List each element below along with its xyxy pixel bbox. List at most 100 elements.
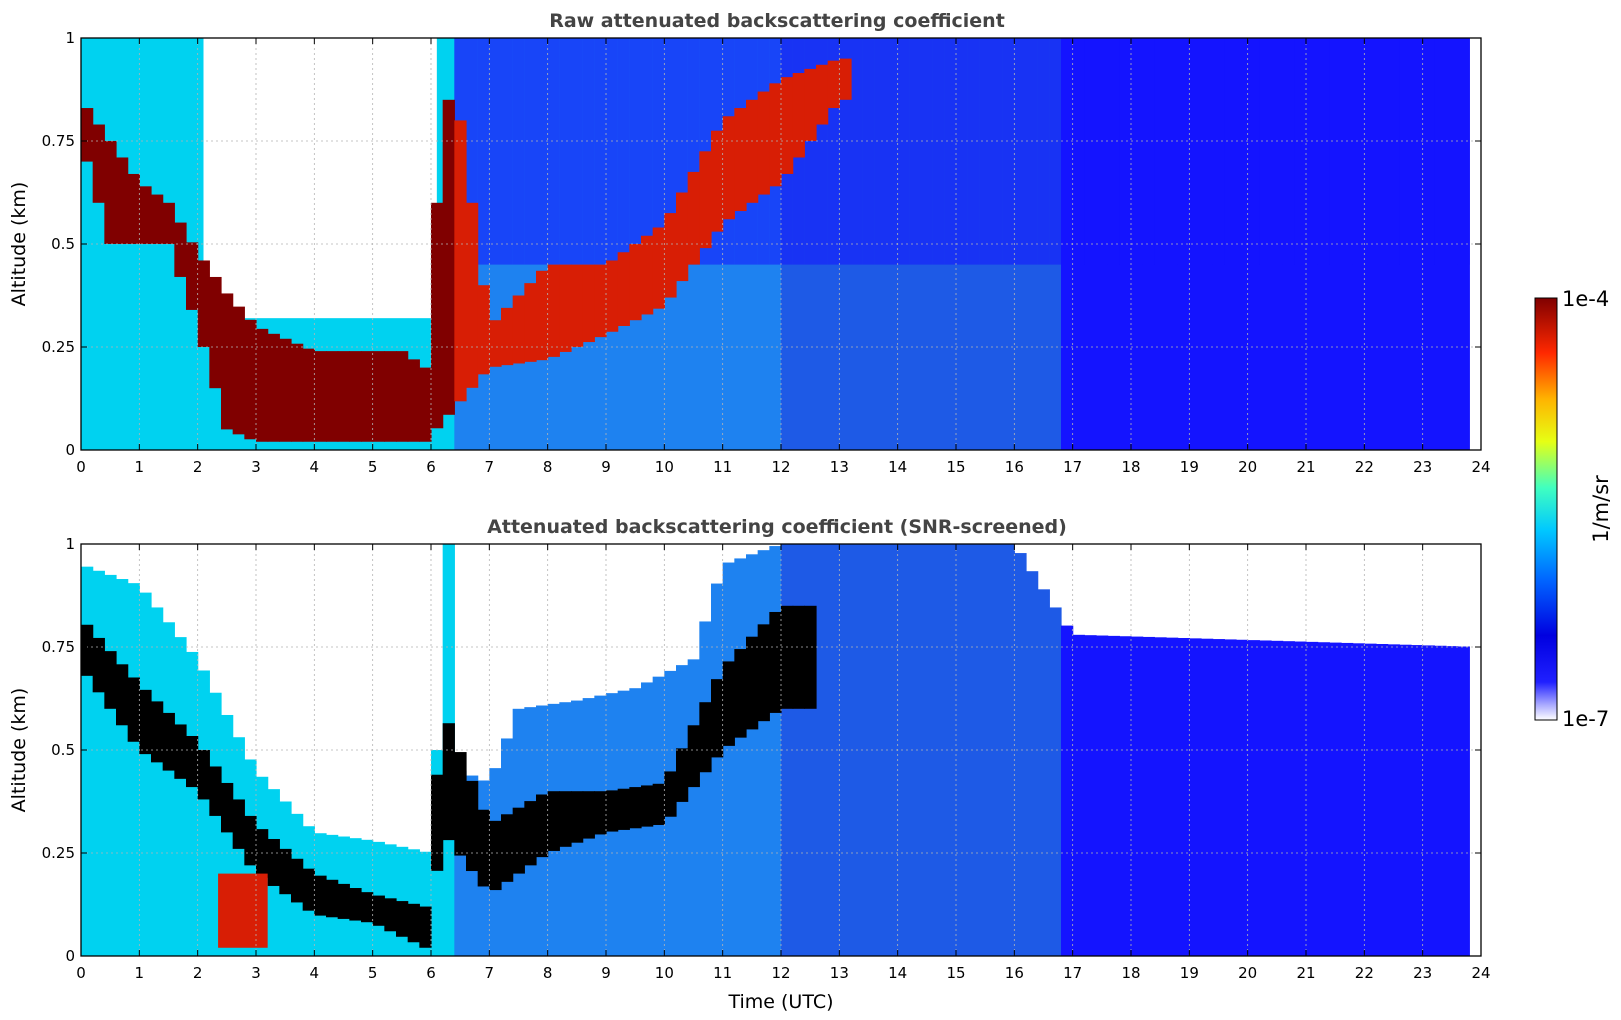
layer-band	[524, 283, 537, 362]
x-tick-label: 18	[1121, 964, 1140, 982]
layer-band	[711, 679, 724, 758]
noise-band	[967, 38, 980, 265]
y-tick-label: 0	[65, 441, 75, 459]
x-tick-label: 17	[1063, 964, 1082, 982]
x-tick-label: 10	[655, 964, 674, 982]
heatmap-band	[1002, 544, 1015, 956]
noise-band	[1364, 38, 1377, 265]
heatmap-band	[757, 550, 770, 956]
noise-band	[512, 38, 525, 265]
noise-band	[1177, 38, 1190, 265]
layer-band	[326, 351, 339, 442]
layer-band	[466, 780, 479, 872]
noise-band	[1259, 38, 1272, 265]
heatmap-band	[734, 558, 747, 956]
layer-band	[116, 664, 129, 726]
layer-band	[839, 58, 852, 100]
noise-band	[1271, 38, 1284, 265]
layer-band	[291, 343, 304, 442]
layer-band	[781, 605, 794, 709]
layer-band	[162, 202, 175, 244]
heatmap-band	[1061, 625, 1074, 956]
x-tick-label: 13	[830, 964, 849, 982]
x-tick-label: 4	[310, 458, 320, 476]
x-tick-label: 12	[771, 964, 790, 982]
x-axis-label: Time (UTC)	[727, 991, 833, 1013]
colorbar-unit-label: 1/m/sr	[1589, 475, 1613, 543]
x-tick-label: 5	[368, 964, 378, 982]
noise-band	[1212, 38, 1225, 265]
x-tick-label: 19	[1180, 964, 1199, 982]
noise-band	[1446, 38, 1459, 265]
heatmap-band	[186, 651, 199, 956]
x-tick-label: 8	[543, 458, 553, 476]
layer-band	[676, 192, 689, 282]
layer-band	[559, 264, 572, 352]
layer-band	[396, 351, 409, 442]
x-tick-label: 1	[135, 964, 145, 982]
layer-band	[746, 99, 759, 203]
layer-band	[827, 60, 840, 109]
y-tick-label: 0.5	[51, 235, 75, 253]
heatmap-band	[769, 546, 782, 956]
noise-band	[1131, 38, 1144, 265]
x-tick-label: 6	[426, 458, 436, 476]
layer-band	[559, 791, 572, 847]
layer-band	[407, 359, 420, 442]
noise-band	[862, 38, 875, 265]
layer-band	[512, 807, 525, 874]
layer-band	[279, 338, 292, 442]
layer-band	[116, 157, 129, 244]
heatmap-band	[1376, 643, 1389, 956]
heatmap-band	[1387, 644, 1400, 956]
heatmap-band	[92, 38, 105, 450]
x-tick-label: 1	[135, 458, 145, 476]
heatmap-band	[92, 570, 105, 956]
heatmap-band	[722, 562, 735, 956]
layer-band	[197, 750, 210, 800]
colorbar-min-label: 1e-7	[1562, 707, 1609, 731]
noise-band	[897, 38, 910, 265]
noise-band	[921, 38, 934, 265]
y-tick-label: 0.75	[42, 638, 75, 656]
heatmap-band	[1306, 641, 1319, 956]
layer-band	[711, 130, 724, 232]
layer-band	[407, 903, 420, 943]
layer-band	[151, 194, 164, 244]
noise-band	[1119, 38, 1132, 265]
noise-band	[1154, 38, 1167, 265]
bottom-y-axis-label: Altitude (km)	[8, 688, 30, 813]
layer-band	[816, 64, 829, 125]
noise-band	[991, 38, 1004, 265]
y-tick-label: 1	[65, 29, 75, 47]
bottom-panel: Attenuated backscattering coefficient (S…	[8, 516, 1491, 1013]
noise-band	[944, 38, 957, 265]
x-tick-label: 7	[485, 964, 495, 982]
noise-band	[886, 38, 899, 265]
x-tick-label: 23	[1413, 458, 1432, 476]
layer-band	[804, 605, 817, 709]
y-tick-label: 0	[65, 947, 75, 965]
clear-air-region	[203, 38, 437, 319]
heatmap-band	[932, 544, 945, 956]
noise-band	[1294, 38, 1307, 265]
heatmap-band	[1457, 646, 1470, 956]
noise-band	[909, 38, 922, 265]
y-tick-label: 0.75	[42, 132, 75, 150]
x-tick-label: 6	[426, 964, 436, 982]
x-tick-label: 15	[946, 964, 965, 982]
x-tick-label: 13	[830, 458, 849, 476]
noise-band	[1457, 38, 1470, 265]
x-tick-label: 3	[251, 964, 261, 982]
x-tick-label: 23	[1413, 964, 1432, 982]
noise-band	[1399, 38, 1412, 265]
layer-band	[676, 748, 689, 802]
layer-band	[221, 782, 234, 833]
heatmap-band	[687, 659, 700, 956]
layer-band	[734, 649, 747, 738]
layer-band	[466, 202, 479, 388]
heatmap-band	[699, 621, 712, 956]
heatmap-band	[1259, 640, 1272, 956]
noise-band	[1142, 38, 1155, 265]
